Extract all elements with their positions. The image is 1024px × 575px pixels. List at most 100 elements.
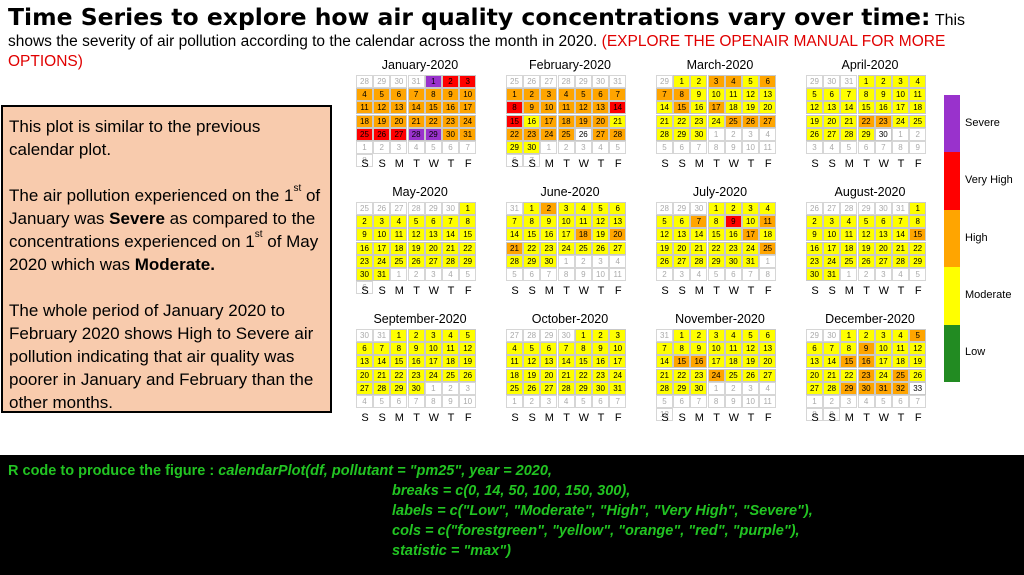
day-cell: 23	[690, 114, 708, 128]
day-cell: 3	[540, 88, 558, 102]
day-cell: 5	[592, 202, 609, 215]
adjacent-day-cell: 1	[424, 381, 442, 395]
day-cell: 17	[424, 355, 442, 369]
adjacent-day-cell: 2	[442, 381, 459, 395]
day-cell: 14	[407, 101, 425, 115]
day-cell: 16	[857, 355, 875, 369]
day-cell: 29	[673, 381, 691, 395]
adjacent-day-cell: 29	[656, 75, 673, 88]
day-cell: 13	[356, 355, 373, 369]
day-cell: 5	[909, 329, 927, 342]
day-cell: 1	[909, 202, 927, 215]
adjacent-day-cell: 5	[656, 395, 673, 408]
adjacent-day-cell: 8	[806, 408, 823, 422]
adjacent-day-cell: 6	[673, 395, 691, 408]
adjacent-day-cell: 9	[724, 395, 742, 408]
day-cell: 20	[874, 241, 892, 255]
day-cell: 9	[523, 101, 541, 115]
day-cell: 12	[909, 342, 927, 356]
adjacent-day-cell: 2	[857, 268, 875, 281]
adjacent-day-cell: 6	[592, 395, 609, 408]
note-paragraph-1: This plot is similar to the previous cal…	[9, 117, 261, 159]
adjacent-day-cell: 1	[707, 381, 725, 395]
adjacent-day-cell: 2	[373, 141, 391, 154]
adjacent-day-cell: 4	[592, 141, 609, 154]
weekday-label: S	[811, 285, 819, 298]
day-cell: 23	[356, 254, 373, 268]
day-cell: 7	[506, 215, 523, 229]
day-cell: 22	[506, 127, 523, 141]
day-cell: 31	[609, 381, 627, 395]
adjacent-day-cell: 28	[523, 329, 541, 342]
adjacent-day-cell: 5	[609, 141, 627, 154]
weekday-label: M	[544, 412, 554, 425]
weekday-label: W	[428, 285, 439, 298]
day-cell: 17	[459, 101, 477, 115]
adjacent-day-cell: 1	[356, 141, 373, 154]
adjacent-day-cell: 10	[592, 268, 609, 281]
month-calendar: December-2020 29 30 1 2 3 4 5 6 7 8 9 10 11 12 13 14 15 16…	[806, 312, 934, 435]
subtitle-text: shows the severity of air pollution acco…	[8, 33, 598, 50]
weekday-label: S	[828, 412, 836, 425]
day-cell: 3	[892, 75, 909, 88]
day-cell: 26	[523, 381, 541, 395]
adjacent-day-cell: 4	[609, 254, 627, 268]
weekday-label: T	[897, 285, 905, 298]
note-text: as compared to the concentrations experi…	[9, 209, 316, 251]
day-cell: 1	[574, 329, 592, 342]
adjacent-day-cell: 2	[523, 395, 541, 408]
day-cell: 29	[574, 381, 592, 395]
day-cell: 18	[442, 355, 459, 369]
day-cell: 19	[857, 241, 875, 255]
day-cell: 28	[442, 254, 459, 268]
day-cell: 29	[909, 254, 927, 268]
weekday-label: F	[764, 158, 772, 171]
day-cell: 15	[707, 228, 725, 242]
day-cell: 20	[356, 368, 373, 382]
code-lead: R code to produce the figure :	[8, 463, 219, 479]
day-cell: 20	[673, 241, 691, 255]
day-cell: 13	[673, 228, 691, 242]
weekday-label: T	[447, 412, 455, 425]
day-cell: 27	[759, 114, 777, 128]
day-cell: 11	[724, 342, 742, 356]
weekday-label: S	[378, 158, 386, 171]
day-cell: 29	[523, 254, 541, 268]
day-cell: 1	[424, 75, 442, 88]
adjacent-day-cell: 2	[909, 127, 927, 141]
day-cell: 21	[892, 241, 909, 255]
day-cell: 6	[874, 215, 892, 229]
weekday-label: T	[747, 158, 755, 171]
day-cell: 3	[557, 202, 575, 215]
adjacent-day-cell: 27	[390, 202, 408, 215]
adjacent-day-cell: 9	[442, 395, 459, 408]
adjacent-day-cell: 4	[857, 395, 875, 408]
adjacent-day-cell: 4	[759, 381, 777, 395]
adjacent-day-cell: 11	[759, 141, 777, 154]
day-cell: 6	[592, 88, 609, 102]
day-cell: 1	[840, 329, 858, 342]
day-cell: 7	[557, 342, 575, 356]
adjacent-day-cell: 2	[823, 395, 841, 408]
day-cell: 19	[742, 101, 759, 115]
day-cell: 15	[459, 228, 477, 242]
day-cell: 29	[840, 381, 858, 395]
day-cell: 7	[690, 215, 708, 229]
day-cell: 29	[459, 254, 477, 268]
day-cell: 26	[909, 368, 927, 382]
legend: Severe Very High High Moderate Low	[944, 95, 1024, 382]
adjacent-day-cell: 1	[557, 254, 575, 268]
adjacent-day-cell: 6	[857, 141, 875, 154]
day-cell: 22	[840, 368, 858, 382]
adjacent-day-cell: 6	[523, 268, 541, 281]
day-cell: 18	[892, 355, 909, 369]
day-cell: 4	[909, 75, 927, 88]
day-cell: 4	[442, 329, 459, 342]
day-cell: 19	[656, 241, 673, 255]
adjacent-day-cell: 28	[407, 202, 425, 215]
month-title: September-2020	[373, 312, 467, 326]
day-cell: 15	[673, 355, 691, 369]
day-cell: 10	[892, 88, 909, 102]
day-cell: 11	[909, 88, 927, 102]
day-cell: 25	[892, 368, 909, 382]
